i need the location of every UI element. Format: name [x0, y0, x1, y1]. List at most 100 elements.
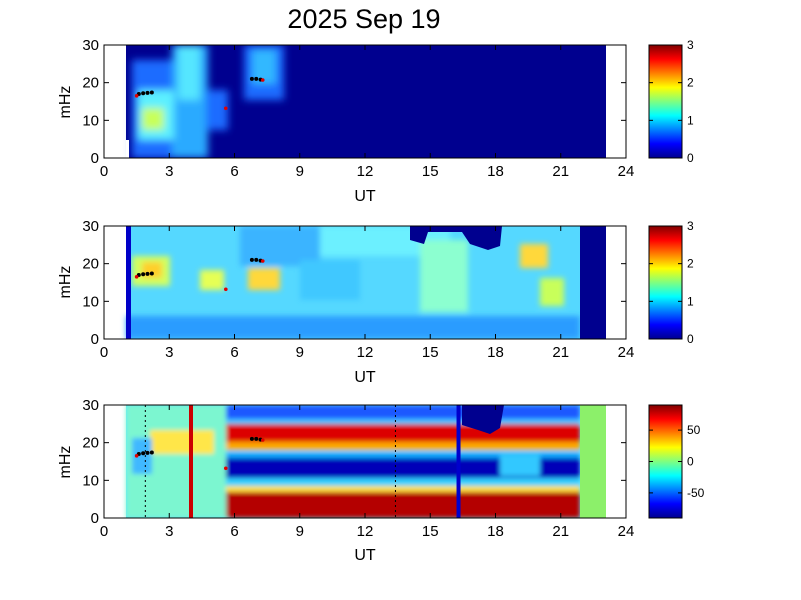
spectrogram-middle — [126, 226, 606, 339]
y-tick-label: 20 — [82, 75, 99, 92]
ylabel-top: mHz — [57, 86, 74, 119]
y-tick-label: 10 — [82, 293, 99, 310]
x-tick-label: 0 — [100, 523, 108, 540]
colorbar-ticks-bottom: -50 0 50 — [649, 423, 705, 500]
markers-bottom — [134, 436, 265, 471]
xlabel-bottom: UT — [354, 547, 376, 564]
x-tick-label: 15 — [422, 523, 439, 540]
x-tick-label: 0 — [100, 163, 108, 180]
x-tick-label: 0 — [100, 344, 108, 361]
x-tick-label: 9 — [296, 163, 304, 180]
colorbar-tick-label: 2 — [687, 257, 694, 271]
colorbar-tick-label: 3 — [687, 38, 694, 52]
event-marker-red — [134, 454, 139, 458]
y-tick-label: 20 — [82, 435, 99, 452]
x-tick-label: 15 — [422, 344, 439, 361]
event-marker-black — [141, 272, 146, 277]
event-marker-black — [141, 451, 146, 456]
y-tick-label: 20 — [82, 256, 99, 273]
colorbar-tick-label: 0 — [687, 151, 694, 165]
markers-top — [134, 76, 265, 111]
panel-bottom: 0 3 6 9 12 15 18 21 24 0 10 20 30 UT mHz -50 0 50 — [57, 397, 705, 564]
event-marker-black — [149, 271, 154, 276]
colorbar-tick-label: 2 — [687, 76, 694, 90]
y-tick-label: 0 — [91, 510, 99, 527]
event-marker-black — [249, 257, 254, 262]
figure-title: 2025 Sep 19 — [287, 4, 440, 34]
x-tick-label: 12 — [357, 344, 374, 361]
y-tick-label: 0 — [91, 150, 99, 167]
event-marker-red — [134, 275, 139, 279]
event-marker-black — [141, 91, 146, 96]
markers-middle — [134, 257, 265, 292]
event-marker-red — [260, 78, 265, 82]
event-marker-red — [260, 259, 265, 263]
y-tick-label: 10 — [82, 112, 99, 129]
x-tick-label: 9 — [296, 523, 304, 540]
x-tick-label: 6 — [230, 163, 238, 180]
y-tick-label: 30 — [82, 397, 99, 414]
x-tick-label: 3 — [165, 344, 173, 361]
ylabel-middle: mHz — [57, 266, 74, 299]
vertical-lines-bottom — [144, 405, 461, 518]
event-marker-black — [149, 450, 154, 455]
x-tick-label: 6 — [230, 523, 238, 540]
y-tick-label: 10 — [82, 472, 99, 489]
x-tick-label: 21 — [552, 344, 569, 361]
event-marker-red — [224, 106, 228, 111]
phase-spectrogram-bottom — [126, 405, 606, 518]
colorbar-tick-label: 1 — [687, 294, 694, 308]
event-marker-black — [254, 257, 259, 262]
x-tick-label: 3 — [165, 163, 173, 180]
x-tick-label: 9 — [296, 344, 304, 361]
xlabel-top: UT — [354, 188, 376, 205]
axis-top: 0 3 6 9 12 15 18 21 24 0 10 20 30 — [82, 37, 634, 180]
axis-bottom: 0 3 6 9 12 15 18 21 24 0 10 20 30 — [82, 397, 634, 540]
event-marker-black — [254, 436, 259, 441]
ylabel-bottom: mHz — [57, 446, 74, 479]
colorbar-bottom — [648, 404, 683, 519]
x-tick-label: 3 — [165, 523, 173, 540]
colorbar-ticks-middle: 0 1 2 3 — [649, 219, 694, 346]
event-marker-red — [260, 438, 265, 442]
colorbar-tick-label: 0 — [687, 455, 694, 469]
colorbar-tick-label: 1 — [687, 113, 694, 127]
event-marker-black — [249, 76, 254, 81]
event-marker-black — [145, 90, 150, 95]
event-marker-black — [145, 450, 150, 455]
x-tick-label: 12 — [357, 163, 374, 180]
x-tick-label: 21 — [552, 163, 569, 180]
colorbar-middle — [648, 225, 683, 340]
colorbar-tick-label: -50 — [687, 486, 705, 500]
event-marker-red — [224, 287, 228, 292]
colorbar-tick-label: 0 — [687, 332, 694, 346]
y-tick-label: 0 — [91, 331, 99, 348]
x-tick-label: 24 — [618, 163, 635, 180]
event-marker-black — [149, 90, 154, 95]
event-marker-black — [145, 271, 150, 276]
x-tick-label: 24 — [618, 523, 635, 540]
y-tick-label: 30 — [82, 218, 99, 235]
axis-middle: 0 3 6 9 12 15 18 21 24 0 10 20 30 — [82, 218, 634, 361]
xlabel-middle: UT — [354, 369, 376, 386]
x-tick-label: 12 — [357, 523, 374, 540]
x-tick-label: 6 — [230, 344, 238, 361]
x-tick-label: 15 — [422, 163, 439, 180]
spectrogram-top — [126, 45, 606, 158]
x-tick-label: 18 — [487, 163, 504, 180]
event-marker-red — [224, 466, 228, 471]
colorbar-tick-label: 3 — [687, 219, 694, 233]
event-marker-black — [254, 76, 259, 81]
x-tick-label: 21 — [552, 523, 569, 540]
x-tick-label: 24 — [618, 344, 635, 361]
x-tick-label: 18 — [487, 523, 504, 540]
colorbar-ticks-top: 0 1 2 3 — [649, 38, 694, 165]
event-marker-black — [249, 436, 254, 441]
x-tick-label: 18 — [487, 344, 504, 361]
event-marker-red — [134, 94, 139, 98]
y-tick-label: 30 — [82, 37, 99, 54]
colorbar-top — [648, 44, 683, 159]
